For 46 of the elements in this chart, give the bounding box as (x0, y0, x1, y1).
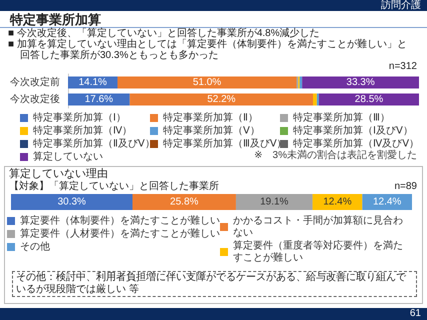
data-label: 25.8% (170, 196, 199, 208)
bar (117, 76, 296, 88)
text: その他：検討中、利用者負担増に伴い支障がでるケースがある、給与改善に取り組んでいるが現段階では厳しい 等 (12, 271, 417, 297)
text: ■ 今次改定後、「算定していない」と回答した事業所が4.8%減少した (8, 28, 321, 39)
legend-label: 特定事業所加算（Ⅲ及びⅤ） (163, 138, 287, 150)
data-label: 14.1% (78, 77, 108, 88)
chart-title: 特定事業所加算 (10, 12, 101, 27)
data-label: 30.3% (58, 196, 86, 208)
chart-subtitle: 【対象】「算定していない」と回答した事業所 (9, 181, 219, 192)
legend-label: 特定事業所加算（Ⅴ） (163, 124, 260, 136)
bar (236, 194, 313, 210)
legend-label: 特定事業所加算（Ⅳ及びⅤ） (293, 138, 420, 150)
bar (132, 194, 236, 210)
legend-label: 特定事業所加算（Ⅳ） (33, 124, 132, 136)
data-label: 51.0% (192, 77, 222, 88)
y-tick-label: 今次改定後 (10, 93, 60, 105)
legend-label: 算定要件（人材要件）を満たすことが難しい (20, 228, 220, 240)
legend-label: 特定事業所加算（Ⅰ及びⅤ） (293, 124, 413, 136)
text: 61 (410, 308, 421, 320)
legend-label: その他 (20, 240, 50, 252)
legend-label: 算定していない (33, 150, 103, 162)
bar (11, 194, 133, 210)
legend-label: 特定事業所加算（Ⅲ） (293, 112, 390, 124)
text: n=89 (394, 181, 417, 192)
y-tick-label: 今次改定前 (10, 76, 60, 88)
legend-label: 特定事業所加算（Ⅱ） (163, 112, 258, 124)
bar (302, 76, 419, 88)
bar (130, 94, 313, 106)
data-label: 12.4% (323, 196, 352, 208)
data-label: 12.4% (372, 196, 402, 208)
legend-label: 算定要件（体制要件）を満たすことが難しい (20, 214, 220, 226)
data-label: 17.6% (84, 94, 114, 105)
data-label: 52.2% (207, 94, 236, 105)
data-label: 19.1% (260, 196, 289, 208)
text: ※ 3%未満の割合は表記を割愛した (254, 150, 417, 161)
text: n=312 (388, 61, 417, 72)
bar (300, 76, 302, 88)
data-label: 33.3% (346, 77, 375, 88)
data-label: 28.5% (354, 94, 384, 105)
chart-title: 算定していない理由 (9, 168, 108, 180)
bar (313, 94, 317, 106)
legend-label: 特定事業所加算（Ⅰ） (33, 112, 126, 124)
legend-label: 算定要件（重度者等対応要件）を満たすことが難しい (233, 240, 403, 264)
legend-label: 特定事業所加算（Ⅱ及びⅤ） (33, 138, 155, 150)
bar (318, 94, 419, 106)
legend-label: かかるコスト・手間が加算額に見合わない (233, 214, 403, 238)
